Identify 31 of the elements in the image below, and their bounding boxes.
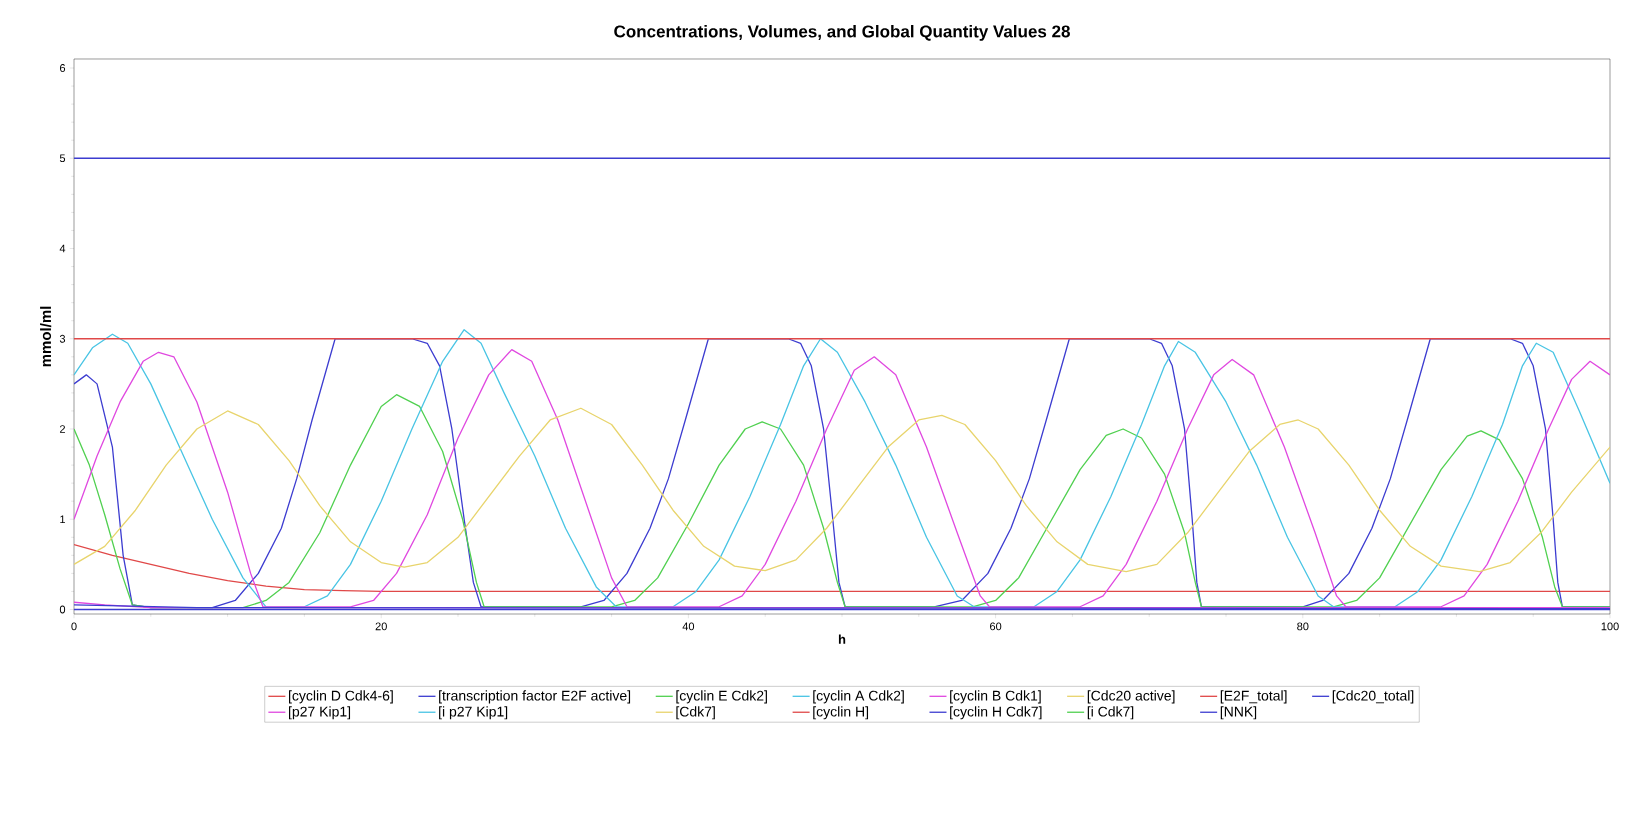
x-tick-label: 40 [682,622,695,631]
y-tick-label: 4 [59,244,66,253]
legend-label: [cyclin H] [813,706,869,720]
legend-label: [cyclin B Cdk1] [950,690,1041,704]
legend-label: [p27 Kip1] [289,706,351,720]
x-axis-title: h [838,634,846,644]
legend-label: [Cdc20 active] [1087,690,1175,704]
legend-label: [Cdk7] [676,706,715,720]
y-tick-label: 1 [60,515,66,524]
y-tick-label: 6 [59,64,66,72]
x-tick-label: 0 [71,622,77,631]
legend-label: [cyclin E Cdk2] [676,690,767,704]
legend-label: [i p27 Kip1] [439,706,508,720]
x-tick-label: 100 [1601,622,1619,631]
legend-label: [transcription factor E2F active] [439,690,631,704]
legend-label: [cyclin H Cdk7] [950,706,1042,720]
legend-label: [i Cdk7] [1087,706,1134,720]
y-tick-label: 3 [59,334,66,343]
y-tick-label: 2 [59,425,65,433]
legend-label: [NNK] [1220,706,1257,720]
legend-label: [Cdc20_total] [1332,690,1414,704]
x-tick-label: 60 [990,622,1002,631]
y-tick-label: 5 [59,154,66,163]
legend-label: [cyclin A Cdk2] [813,690,904,704]
y-tick-label: 0 [59,605,66,614]
legend-label: [E2F_total] [1220,690,1287,704]
chart-title: Concentrations, Volumes, and Global Quantity Values 28 [614,24,1070,41]
x-tick-label: 80 [1297,622,1309,631]
x-tick-label: 20 [375,622,387,631]
y-axis-title: mmol/ml [40,306,52,367]
legend-label: [cyclin D Cdk4-6] [289,690,393,704]
